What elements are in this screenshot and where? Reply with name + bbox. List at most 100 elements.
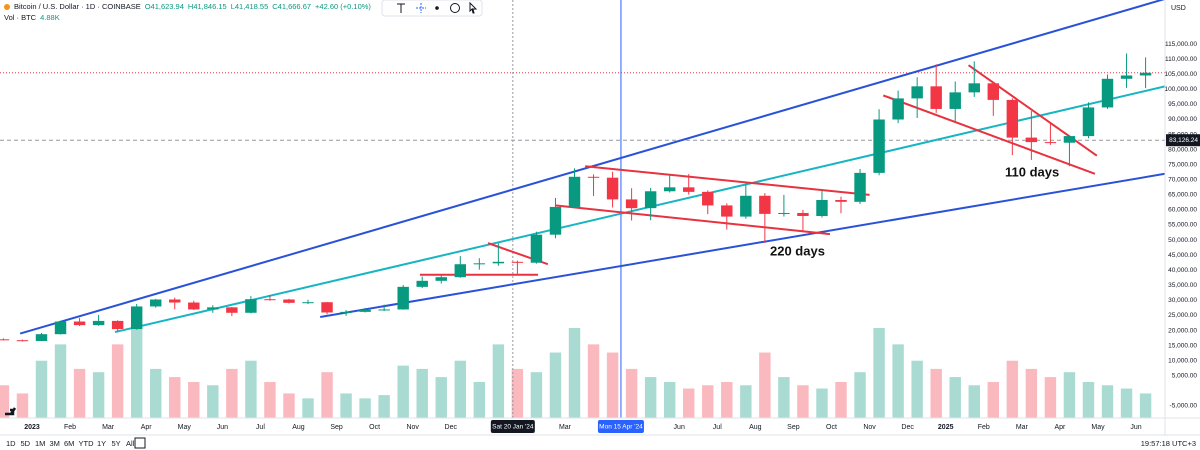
x-tick-label: Mar <box>559 424 572 431</box>
cursor-tool[interactable] <box>469 1 478 14</box>
y-tick-label: 40,000.00 <box>1168 267 1197 274</box>
tools-panel <box>381 0 483 17</box>
y-tick-label: 100,000.00 <box>1164 86 1197 93</box>
calendar-button[interactable] <box>134 437 146 449</box>
y-tick-label: 60,000.00 <box>1168 207 1197 214</box>
volume-bar <box>111 344 124 418</box>
range-button[interactable]: 3M <box>49 439 60 448</box>
replay-tool[interactable] <box>450 3 460 13</box>
candle-body <box>606 177 619 200</box>
x-tick-label: Dec <box>445 424 458 431</box>
y-tick-label: 35,000.00 <box>1168 282 1197 289</box>
volume-bar <box>835 382 847 418</box>
dot-tool[interactable] <box>435 6 439 10</box>
ohlc-close: C41,666.67 <box>272 2 312 11</box>
range-button[interactable]: 1M <box>35 439 46 448</box>
volume-bar <box>1101 385 1114 418</box>
range-button[interactable]: 1Y <box>97 439 107 448</box>
candle-body <box>245 299 257 313</box>
range-button[interactable]: 5Y <box>111 439 121 448</box>
x-tick-label: May <box>178 424 192 431</box>
cross-tool[interactable] <box>416 3 426 13</box>
crosshair-x-label-box <box>597 420 644 433</box>
volume-bar <box>264 382 276 418</box>
candle-body <box>16 340 29 342</box>
candle-body <box>949 92 961 109</box>
candle-body <box>416 280 428 287</box>
volume-bar <box>0 385 10 418</box>
x-tick-label: Jul <box>256 424 265 431</box>
candle-body <box>587 176 600 178</box>
volume-bar <box>1139 393 1152 418</box>
candle-body <box>663 187 676 192</box>
candle-body <box>1044 142 1057 144</box>
x-tick-label: Sep <box>787 424 800 431</box>
volume-bar <box>226 368 238 418</box>
volume-bar <box>721 382 733 418</box>
text-tool[interactable] <box>397 3 405 13</box>
x-tick-label: Apr <box>141 424 153 431</box>
ohlc-open: O41,623.94 <box>144 2 184 11</box>
range-button[interactable]: 6M <box>64 439 75 448</box>
volume-bar <box>606 352 619 418</box>
x-tick-label: Mar <box>102 424 115 431</box>
y-tick-label: 105,000.00 <box>1164 71 1197 78</box>
symbol-icon <box>4 3 10 10</box>
candle-body <box>473 263 486 265</box>
y-tick-label: 110,000.00 <box>1165 56 1197 63</box>
trend-line <box>554 204 831 236</box>
volume-bar <box>1082 382 1095 418</box>
candle-body <box>797 212 809 216</box>
candle-body <box>1139 72 1152 76</box>
candle-body <box>1063 136 1076 143</box>
volume-bar <box>663 382 676 418</box>
candle-body <box>702 191 714 206</box>
candle-body <box>454 264 466 278</box>
drawing-tools[interactable] <box>381 0 483 17</box>
currency: USD <box>1171 5 1186 12</box>
candle-body <box>968 83 980 93</box>
x-tick-label: Jun <box>1130 424 1141 431</box>
trend-line <box>585 165 870 196</box>
candle-body <box>511 261 524 263</box>
candle-body <box>92 320 105 326</box>
volume-layer <box>0 328 1152 418</box>
candle-body <box>873 119 885 173</box>
candle-body <box>625 199 638 209</box>
range-button[interactable]: 5D <box>20 439 31 448</box>
volume-bar <box>340 393 352 418</box>
volume-bar <box>930 368 942 418</box>
candle-body <box>1082 107 1095 137</box>
volume-bar <box>73 368 86 418</box>
x-tick-label: Oct <box>826 424 837 431</box>
range-button[interactable]: YTD <box>78 439 94 448</box>
x-tick-label: Aug <box>749 424 762 431</box>
x-tick-label: Feb <box>978 424 990 431</box>
volume-bar <box>892 344 904 418</box>
y-tick-label: 10,000.00 <box>1168 357 1197 364</box>
annotation: 110 days <box>1005 164 1059 179</box>
candle-body <box>854 172 866 202</box>
range-button[interactable]: 1D <box>6 439 16 448</box>
y-tick-label: 75,000.00 <box>1168 161 1197 168</box>
candle-body <box>0 339 10 341</box>
candle-body <box>1025 137 1038 143</box>
candle-body <box>207 307 219 310</box>
crosshair-price-label: 83,126.24 <box>1169 137 1198 144</box>
volume-bar <box>1063 372 1076 418</box>
volume-bar <box>435 377 447 418</box>
volume-bar <box>625 368 638 418</box>
volume-bar <box>702 385 714 418</box>
x-tick-label: Mar <box>1016 424 1029 431</box>
x-tick-label: Dec <box>901 424 914 431</box>
y-tick-label: 50,000.00 <box>1168 237 1197 244</box>
candle-body <box>816 200 828 216</box>
y-tick-label: 55,000.00 <box>1168 222 1197 229</box>
candle-body <box>778 212 790 214</box>
x-tick-label: Sep <box>330 424 343 431</box>
candle-body <box>568 176 581 207</box>
volume-legend: Vol · BTC 4.88K <box>4 13 60 22</box>
range-button[interactable]: All <box>126 439 135 448</box>
candle-body <box>835 200 847 202</box>
